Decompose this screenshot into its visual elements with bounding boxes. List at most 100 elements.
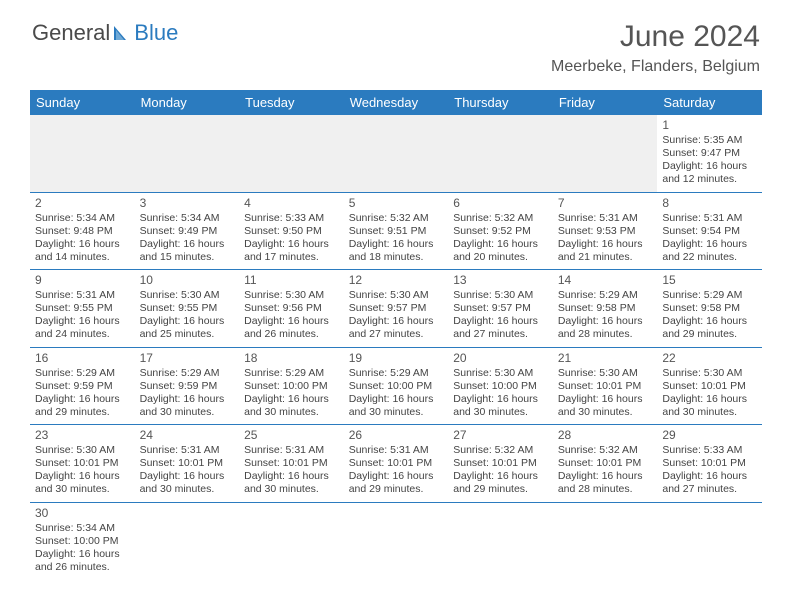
- title-block: June 2024 Meerbeke, Flanders, Belgium: [551, 20, 760, 76]
- calendar-day-cell: [448, 502, 553, 579]
- day-info: Sunrise: 5:29 AMSunset: 10:00 PMDaylight…: [244, 367, 339, 420]
- calendar-day-cell: 12Sunrise: 5:30 AMSunset: 9:57 PMDayligh…: [344, 270, 449, 348]
- day-number: 8: [662, 196, 757, 211]
- day-number: 28: [558, 428, 653, 443]
- day-info: Sunrise: 5:30 AMSunset: 9:56 PMDaylight:…: [244, 289, 339, 342]
- day-info: Sunrise: 5:32 AMSunset: 10:01 PMDaylight…: [453, 444, 548, 497]
- day-number: 30: [35, 506, 130, 521]
- calendar-day-cell: 20Sunrise: 5:30 AMSunset: 10:00 PMDaylig…: [448, 347, 553, 425]
- calendar-day-cell: [30, 115, 135, 192]
- calendar-week-row: 1Sunrise: 5:35 AMSunset: 9:47 PMDaylight…: [30, 115, 762, 192]
- calendar-day-cell: 21Sunrise: 5:30 AMSunset: 10:01 PMDaylig…: [553, 347, 658, 425]
- day-info: Sunrise: 5:34 AMSunset: 10:00 PMDaylight…: [35, 522, 130, 575]
- calendar-day-cell: [135, 115, 240, 192]
- day-info: Sunrise: 5:30 AMSunset: 10:01 PMDaylight…: [662, 367, 757, 420]
- day-info: Sunrise: 5:30 AMSunset: 9:57 PMDaylight:…: [453, 289, 548, 342]
- logo-text-blue: Blue: [134, 20, 178, 46]
- calendar-day-cell: 15Sunrise: 5:29 AMSunset: 9:58 PMDayligh…: [657, 270, 762, 348]
- day-info: Sunrise: 5:30 AMSunset: 10:00 PMDaylight…: [453, 367, 548, 420]
- calendar-day-cell: 25Sunrise: 5:31 AMSunset: 10:01 PMDaylig…: [239, 425, 344, 503]
- calendar-table: Sunday Monday Tuesday Wednesday Thursday…: [30, 90, 762, 579]
- day-number: 11: [244, 273, 339, 288]
- day-number: 26: [349, 428, 444, 443]
- calendar-day-cell: 22Sunrise: 5:30 AMSunset: 10:01 PMDaylig…: [657, 347, 762, 425]
- day-number: 24: [140, 428, 235, 443]
- calendar-day-cell: 2Sunrise: 5:34 AMSunset: 9:48 PMDaylight…: [30, 192, 135, 270]
- calendar-day-cell: 5Sunrise: 5:32 AMSunset: 9:51 PMDaylight…: [344, 192, 449, 270]
- calendar-day-cell: 13Sunrise: 5:30 AMSunset: 9:57 PMDayligh…: [448, 270, 553, 348]
- day-info: Sunrise: 5:30 AMSunset: 10:01 PMDaylight…: [558, 367, 653, 420]
- dayname-wednesday: Wednesday: [344, 90, 449, 115]
- day-info: Sunrise: 5:30 AMSunset: 9:55 PMDaylight:…: [140, 289, 235, 342]
- day-number: 27: [453, 428, 548, 443]
- day-number: 21: [558, 351, 653, 366]
- day-info: Sunrise: 5:34 AMSunset: 9:49 PMDaylight:…: [140, 212, 235, 265]
- day-info: Sunrise: 5:30 AMSunset: 10:01 PMDaylight…: [35, 444, 130, 497]
- calendar-day-cell: 24Sunrise: 5:31 AMSunset: 10:01 PMDaylig…: [135, 425, 240, 503]
- calendar-day-cell: 11Sunrise: 5:30 AMSunset: 9:56 PMDayligh…: [239, 270, 344, 348]
- day-number: 25: [244, 428, 339, 443]
- day-number: 9: [35, 273, 130, 288]
- day-info: Sunrise: 5:31 AMSunset: 9:53 PMDaylight:…: [558, 212, 653, 265]
- calendar-header-row: Sunday Monday Tuesday Wednesday Thursday…: [30, 90, 762, 115]
- day-number: 23: [35, 428, 130, 443]
- calendar-day-cell: 28Sunrise: 5:32 AMSunset: 10:01 PMDaylig…: [553, 425, 658, 503]
- calendar-week-row: 16Sunrise: 5:29 AMSunset: 9:59 PMDayligh…: [30, 347, 762, 425]
- dayname-thursday: Thursday: [448, 90, 553, 115]
- day-info: Sunrise: 5:32 AMSunset: 10:01 PMDaylight…: [558, 444, 653, 497]
- brand-logo: General Blue: [32, 20, 178, 46]
- calendar-day-cell: 6Sunrise: 5:32 AMSunset: 9:52 PMDaylight…: [448, 192, 553, 270]
- location-label: Meerbeke, Flanders, Belgium: [551, 58, 760, 76]
- calendar-day-cell: 7Sunrise: 5:31 AMSunset: 9:53 PMDaylight…: [553, 192, 658, 270]
- calendar-day-cell: [553, 115, 658, 192]
- day-info: Sunrise: 5:30 AMSunset: 9:57 PMDaylight:…: [349, 289, 444, 342]
- page-header: General Blue June 2024 Meerbeke, Flanders…: [0, 0, 792, 84]
- day-number: 6: [453, 196, 548, 211]
- day-info: Sunrise: 5:29 AMSunset: 10:00 PMDaylight…: [349, 367, 444, 420]
- day-info: Sunrise: 5:35 AMSunset: 9:47 PMDaylight:…: [662, 134, 757, 187]
- day-info: Sunrise: 5:29 AMSunset: 9:58 PMDaylight:…: [558, 289, 653, 342]
- calendar-day-cell: [657, 502, 762, 579]
- day-number: 5: [349, 196, 444, 211]
- day-info: Sunrise: 5:31 AMSunset: 10:01 PMDaylight…: [140, 444, 235, 497]
- calendar-day-cell: [135, 502, 240, 579]
- calendar-day-cell: 17Sunrise: 5:29 AMSunset: 9:59 PMDayligh…: [135, 347, 240, 425]
- day-info: Sunrise: 5:31 AMSunset: 9:54 PMDaylight:…: [662, 212, 757, 265]
- day-number: 16: [35, 351, 130, 366]
- day-number: 10: [140, 273, 235, 288]
- day-info: Sunrise: 5:29 AMSunset: 9:58 PMDaylight:…: [662, 289, 757, 342]
- calendar-day-cell: 19Sunrise: 5:29 AMSunset: 10:00 PMDaylig…: [344, 347, 449, 425]
- dayname-saturday: Saturday: [657, 90, 762, 115]
- logo-text-general: General: [32, 20, 110, 46]
- dayname-tuesday: Tuesday: [239, 90, 344, 115]
- day-info: Sunrise: 5:33 AMSunset: 9:50 PMDaylight:…: [244, 212, 339, 265]
- calendar-week-row: 23Sunrise: 5:30 AMSunset: 10:01 PMDaylig…: [30, 425, 762, 503]
- day-number: 17: [140, 351, 235, 366]
- day-number: 29: [662, 428, 757, 443]
- day-number: 15: [662, 273, 757, 288]
- calendar-day-cell: 8Sunrise: 5:31 AMSunset: 9:54 PMDaylight…: [657, 192, 762, 270]
- day-info: Sunrise: 5:32 AMSunset: 9:52 PMDaylight:…: [453, 212, 548, 265]
- calendar-day-cell: 18Sunrise: 5:29 AMSunset: 10:00 PMDaylig…: [239, 347, 344, 425]
- calendar-day-cell: [344, 115, 449, 192]
- day-number: 22: [662, 351, 757, 366]
- sail-icon: [112, 24, 132, 42]
- day-number: 12: [349, 273, 444, 288]
- day-number: 4: [244, 196, 339, 211]
- calendar-day-cell: [239, 115, 344, 192]
- calendar-day-cell: 1Sunrise: 5:35 AMSunset: 9:47 PMDaylight…: [657, 115, 762, 192]
- day-info: Sunrise: 5:29 AMSunset: 9:59 PMDaylight:…: [140, 367, 235, 420]
- dayname-monday: Monday: [135, 90, 240, 115]
- day-info: Sunrise: 5:29 AMSunset: 9:59 PMDaylight:…: [35, 367, 130, 420]
- day-number: 1: [662, 118, 757, 133]
- day-number: 14: [558, 273, 653, 288]
- calendar-body: 1Sunrise: 5:35 AMSunset: 9:47 PMDaylight…: [30, 115, 762, 579]
- calendar-week-row: 2Sunrise: 5:34 AMSunset: 9:48 PMDaylight…: [30, 192, 762, 270]
- dayname-sunday: Sunday: [30, 90, 135, 115]
- calendar-day-cell: [344, 502, 449, 579]
- day-info: Sunrise: 5:31 AMSunset: 10:01 PMDaylight…: [349, 444, 444, 497]
- calendar-day-cell: 27Sunrise: 5:32 AMSunset: 10:01 PMDaylig…: [448, 425, 553, 503]
- day-info: Sunrise: 5:33 AMSunset: 10:01 PMDaylight…: [662, 444, 757, 497]
- calendar-day-cell: [553, 502, 658, 579]
- day-info: Sunrise: 5:31 AMSunset: 10:01 PMDaylight…: [244, 444, 339, 497]
